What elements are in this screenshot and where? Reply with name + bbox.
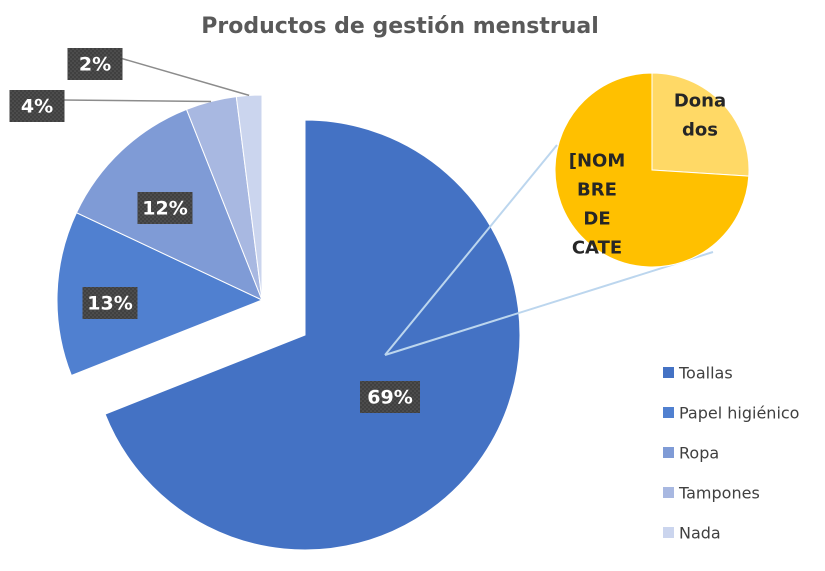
secondary-label: CATE xyxy=(572,238,622,259)
secondary-slice xyxy=(554,72,750,268)
data-label: 13% xyxy=(87,293,132,315)
legend-label: Nada xyxy=(679,524,721,543)
leader-line xyxy=(119,57,250,97)
chart-title: Productos de gestión menstrual xyxy=(201,14,599,39)
legend-swatch xyxy=(663,487,674,498)
connector xyxy=(384,144,558,356)
secondary-label: Dona xyxy=(674,91,726,112)
pie-slice xyxy=(104,119,521,551)
secondary-label: DE xyxy=(583,209,610,230)
pie-slice xyxy=(56,212,264,377)
connector xyxy=(384,251,714,356)
data-label: 4% xyxy=(21,96,53,118)
secondary-label: BRE xyxy=(577,180,617,201)
legend-label: Tampones xyxy=(678,484,760,503)
leader-line xyxy=(61,99,212,103)
pie-slice xyxy=(235,94,263,301)
data-label: 2% xyxy=(79,54,111,76)
secondary-slice xyxy=(651,72,750,177)
data-label: 12% xyxy=(142,198,187,220)
data-label-box xyxy=(9,90,65,122)
data-label-box xyxy=(360,381,420,413)
data-label-box xyxy=(82,287,138,319)
legend-swatch xyxy=(663,407,674,418)
legend-swatch xyxy=(663,447,674,458)
legend-swatch xyxy=(663,527,674,538)
data-label-box xyxy=(67,48,123,80)
secondary-label: dos xyxy=(682,120,718,141)
legend-label: Ropa xyxy=(679,444,719,463)
data-label-box xyxy=(137,192,193,224)
legend-label: Toallas xyxy=(678,364,733,383)
secondary-label: [NOM xyxy=(569,151,626,172)
legend-swatch xyxy=(663,367,674,378)
data-label: 69% xyxy=(367,387,412,409)
legend-label: Papel higiénico xyxy=(679,404,799,423)
